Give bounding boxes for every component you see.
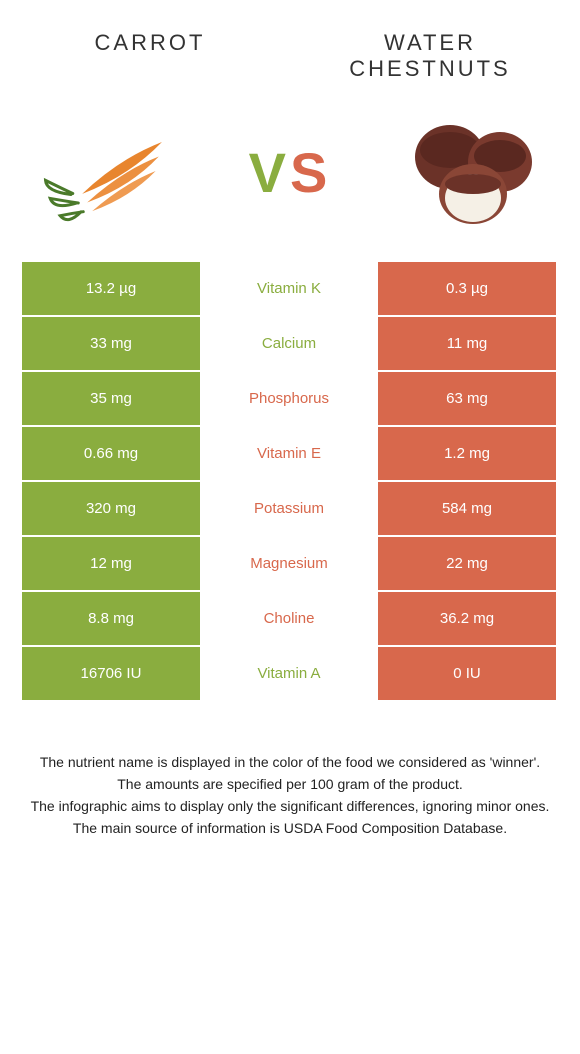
left-value: 12 mg xyxy=(22,537,200,592)
chestnut-image xyxy=(390,112,550,232)
nutrient-name: Magnesium xyxy=(200,537,378,592)
right-value: 584 mg xyxy=(378,482,556,537)
carrot-icon xyxy=(35,117,185,227)
footer-line-3: The infographic aims to display only the… xyxy=(20,796,560,817)
carrot-image xyxy=(30,112,190,232)
comparison-table: 13.2 µgVitamin K0.3 µg33 mgCalcium11 mg3… xyxy=(22,262,558,702)
footer-line-4: The main source of information is USDA F… xyxy=(20,818,560,839)
left-value: 8.8 mg xyxy=(22,592,200,647)
table-row: 8.8 mgCholine36.2 mg xyxy=(22,592,558,647)
nutrient-name: Choline xyxy=(200,592,378,647)
vs-s-letter: S xyxy=(290,141,331,204)
footer-notes: The nutrient name is displayed in the co… xyxy=(20,752,560,839)
left-value: 0.66 mg xyxy=(22,427,200,482)
left-value: 13.2 µg xyxy=(22,262,200,317)
nutrient-name: Vitamin A xyxy=(200,647,378,702)
left-value: 33 mg xyxy=(22,317,200,372)
nutrient-name: Vitamin E xyxy=(200,427,378,482)
table-row: 13.2 µgVitamin K0.3 µg xyxy=(22,262,558,317)
right-value: 63 mg xyxy=(378,372,556,427)
right-value: 0.3 µg xyxy=(378,262,556,317)
right-value: 0 IU xyxy=(378,647,556,702)
right-value: 11 mg xyxy=(378,317,556,372)
table-row: 12 mgMagnesium22 mg xyxy=(22,537,558,592)
table-row: 35 mgPhosphorus63 mg xyxy=(22,372,558,427)
table-row: 320 mgPotassium584 mg xyxy=(22,482,558,537)
nutrient-name: Vitamin K xyxy=(200,262,378,317)
vs-v-letter: V xyxy=(249,141,290,204)
footer-line-1: The nutrient name is displayed in the co… xyxy=(20,752,560,773)
nutrient-name: Phosphorus xyxy=(200,372,378,427)
chestnut-icon xyxy=(395,112,545,232)
vs-row: VS xyxy=(0,112,580,232)
left-value: 16706 IU xyxy=(22,647,200,702)
footer-line-2: The amounts are specified per 100 gram o… xyxy=(20,774,560,795)
table-row: 16706 IUVitamin A0 IU xyxy=(22,647,558,702)
left-food-title: Carrot xyxy=(50,30,250,82)
vs-label: VS xyxy=(249,140,332,205)
right-value: 36.2 mg xyxy=(378,592,556,647)
header: Carrot Water chestnuts xyxy=(0,0,580,92)
right-value: 1.2 mg xyxy=(378,427,556,482)
table-row: 0.66 mgVitamin E1.2 mg xyxy=(22,427,558,482)
right-food-title: Water chestnuts xyxy=(330,30,530,82)
table-row: 33 mgCalcium11 mg xyxy=(22,317,558,372)
nutrient-name: Potassium xyxy=(200,482,378,537)
nutrient-name: Calcium xyxy=(200,317,378,372)
left-value: 35 mg xyxy=(22,372,200,427)
left-value: 320 mg xyxy=(22,482,200,537)
right-value: 22 mg xyxy=(378,537,556,592)
